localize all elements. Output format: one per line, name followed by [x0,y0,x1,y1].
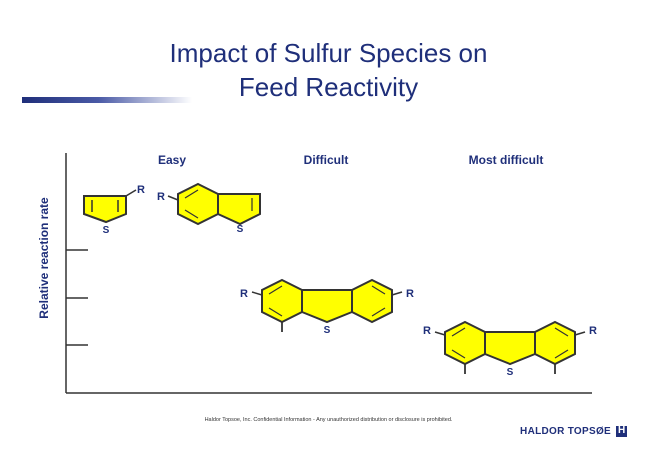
thiophene-molecule: R S [83,184,145,236]
substituent-r-label: R [240,288,248,300]
category-easy: Easy [158,153,186,167]
substituent-r-label: R [589,325,597,337]
haldor-topsoe-logo-icon [616,425,627,437]
substituent-r-label: R [406,288,414,300]
sulfur-label: S [103,225,110,236]
slide-title-line2: Feed Reactivity [238,72,419,102]
substituent-r-label: R [137,184,145,196]
company-brand: HALDOR TOPSØE [520,425,627,437]
sulfur-label: S [507,367,514,378]
category-most-difficult: Most difficult [469,153,544,167]
slide-title-line1: Impact of Sulfur Species on [169,38,488,68]
dialkyl-dibenzothiophene-molecule: R R S [423,320,597,378]
category-difficult: Difficult [304,153,349,167]
confidentiality-note: Haldor Topsoe, Inc. Confidential Informa… [204,417,453,423]
sulfur-label: S [237,224,244,235]
substituent-r-label: R [157,191,165,203]
brand-name: HALDOR TOPSØE [520,426,611,437]
dibenzothiophene-molecule: R R S [240,278,414,336]
y-axis-label: Relative reaction rate [37,197,51,319]
substituent-r-label: R [423,325,431,337]
benzothiophene-molecule: R S [157,182,261,235]
title-accent-bar [22,97,192,103]
sulfur-label: S [324,325,331,336]
